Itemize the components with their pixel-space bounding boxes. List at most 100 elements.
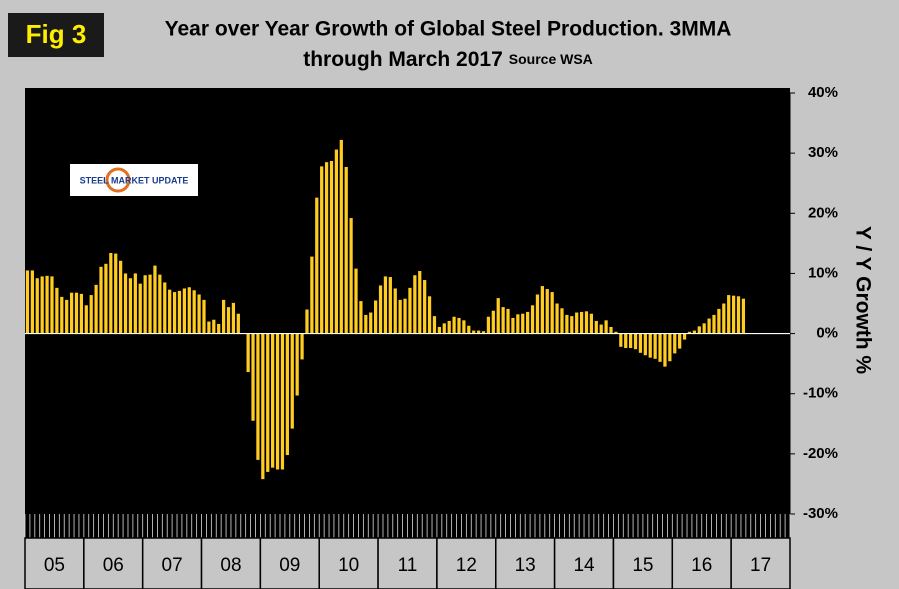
bar [236, 313, 240, 334]
bar [74, 292, 79, 334]
year-box [671, 537, 732, 589]
bar [99, 266, 103, 334]
bar [511, 317, 515, 334]
bar [457, 317, 461, 334]
bar [133, 273, 137, 334]
bar [682, 333, 687, 340]
bar [467, 325, 471, 334]
bar [94, 284, 98, 334]
logo-box [70, 164, 198, 196]
bar [491, 310, 495, 334]
bar [476, 330, 481, 334]
bar [359, 301, 363, 334]
bar [143, 275, 147, 334]
year-box [553, 537, 615, 589]
y-tick-label: -20% [803, 445, 838, 462]
bar [653, 333, 657, 359]
bar [69, 292, 74, 334]
bar [668, 333, 672, 362]
fig-label: Fig 3 [26, 19, 87, 49]
bar [231, 302, 236, 334]
bar [35, 278, 39, 334]
bar [472, 330, 476, 334]
bar [481, 331, 486, 334]
bar [633, 333, 638, 350]
bar [697, 326, 701, 334]
bar [423, 280, 427, 334]
bar [403, 298, 407, 334]
fig-box [8, 13, 104, 57]
bar [526, 311, 530, 334]
bar [594, 320, 598, 334]
bar [158, 274, 162, 334]
x-tick-label: 13 [515, 555, 536, 576]
bar [501, 307, 505, 334]
x-tick-label: 16 [691, 555, 712, 576]
bar [25, 270, 30, 334]
bar [530, 305, 535, 334]
bar [119, 260, 123, 334]
bar [663, 333, 667, 367]
year-box [83, 537, 144, 589]
bar [648, 333, 652, 358]
bar [731, 295, 736, 334]
bar [280, 333, 285, 470]
bar [555, 303, 559, 334]
bar [432, 316, 437, 334]
x-tick-label: 12 [456, 555, 477, 576]
bar [172, 292, 177, 334]
bar [226, 307, 231, 334]
bar [619, 333, 623, 347]
bar [408, 287, 412, 334]
bar [266, 333, 270, 472]
bar [123, 273, 128, 334]
bar [290, 333, 294, 429]
bar [579, 311, 584, 334]
bar [516, 314, 520, 334]
bar [418, 271, 422, 334]
bar [673, 333, 677, 354]
bar [369, 312, 373, 334]
logo-arc [105, 167, 131, 193]
bar [349, 218, 353, 334]
bar [462, 320, 466, 334]
bar [89, 295, 93, 334]
y-tick-label: 0% [816, 325, 838, 342]
bar [104, 263, 108, 334]
bar [271, 333, 275, 468]
bar [722, 303, 726, 334]
bar [486, 316, 491, 334]
bar [246, 333, 250, 373]
bar [285, 333, 289, 456]
bar [197, 294, 201, 334]
bar [109, 252, 113, 334]
year-box [200, 537, 262, 589]
bar [364, 314, 368, 334]
x-tick-label: 05 [44, 555, 65, 576]
bar [452, 316, 456, 334]
bar [334, 149, 339, 334]
bar [374, 300, 378, 334]
bar [339, 139, 343, 334]
bar [727, 295, 731, 334]
bar [192, 290, 196, 334]
bar [609, 326, 613, 334]
bar [310, 256, 314, 334]
plot-area [25, 88, 790, 514]
bar [217, 323, 221, 334]
year-box [318, 537, 379, 589]
bar [354, 268, 358, 334]
bar [163, 282, 167, 334]
bar [55, 287, 59, 334]
bar [305, 309, 309, 334]
bar [447, 320, 451, 334]
bar [589, 313, 594, 334]
bar [207, 321, 211, 334]
bar [614, 331, 618, 334]
bar [168, 289, 172, 334]
y-tick-label: -30% [803, 505, 838, 522]
bar [584, 311, 589, 334]
bar [148, 274, 152, 334]
